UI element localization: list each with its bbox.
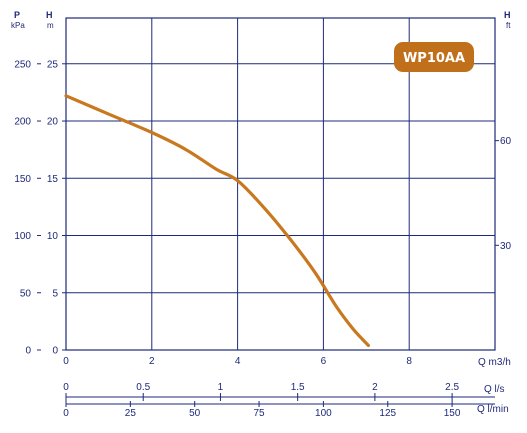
flow-ls-tick-label: 2.5	[445, 382, 459, 393]
flow-m3h-tick-label: 6	[321, 356, 327, 367]
flow-lmin-axis: 0 25 50 75 100 125 150	[63, 401, 495, 419]
flow-ls-tick-label: 1	[218, 382, 224, 393]
flow-lmin-tick-label: 100	[315, 408, 332, 419]
flow-m3h-tick-label: 2	[149, 356, 155, 367]
pressure-tick-label: 200	[14, 117, 31, 128]
curve-layer	[64, 94, 370, 347]
head-ft-axis-unit: ft	[506, 21, 511, 30]
plot-frame	[65, 17, 496, 351]
head-ft-tick-label: 30	[500, 241, 512, 252]
flow-m3h-tick-label: 0	[63, 356, 69, 367]
pressure-axis-symbol: P	[14, 10, 20, 20]
pressure-axis-ticks: 0 50 100 150 200 250	[14, 59, 41, 357]
flow-m3h-axis-label: Q m3/h	[478, 357, 511, 368]
head-m-tick-label: 15	[47, 174, 59, 185]
head-m-axis-unit: m	[47, 21, 54, 30]
head-m-tick-label: 20	[47, 117, 59, 128]
flow-ls-axis: 0 0.5 1 1.5 2 2.5	[63, 382, 495, 401]
head-ft-axis-symbol: H	[504, 10, 511, 20]
flow-lmin-tick-label: 125	[379, 408, 396, 419]
flow-ls-tick-label: 1.5	[291, 382, 305, 393]
head-m-tick-label: 5	[52, 288, 58, 299]
flow-ls-tick-label: 2	[372, 382, 378, 393]
flow-lmin-tick-label: 150	[444, 408, 461, 419]
head-m-tick-label: 25	[47, 59, 59, 70]
pressure-tick-label: 250	[14, 59, 31, 70]
head-m-tick-label: 0	[52, 346, 58, 357]
flow-lmin-tick-label: 50	[189, 408, 201, 419]
pump-curve-line	[64, 94, 370, 347]
flow-lmin-axis-label: Q l/min	[477, 404, 509, 415]
model-badge-background	[394, 42, 474, 72]
flow-lmin-tick-label: 0	[63, 408, 69, 419]
flow-ls-axis-label: Q l/s	[484, 384, 505, 395]
pressure-axis-unit: kPa	[11, 21, 25, 30]
model-badge: WP10AA	[394, 42, 474, 72]
pressure-tick-label: 50	[20, 288, 32, 299]
flow-m3h-tick-label: 4	[235, 356, 241, 367]
pressure-tick-label: 150	[14, 174, 31, 185]
flow-ls-tick-label: 0.5	[136, 382, 150, 393]
pressure-tick-label: 0	[25, 346, 31, 357]
head-m-axis-symbol: H	[46, 10, 53, 20]
head-ft-tick-label: 60	[500, 136, 512, 147]
flow-lmin-tick-label: 25	[125, 408, 137, 419]
head-m-tick-label: 10	[47, 231, 59, 242]
flow-m3h-axis-ticks: 0 2 4 6 8	[63, 356, 412, 367]
flow-m3h-tick-label: 8	[406, 356, 412, 367]
head-ft-axis-ticks: 30 60	[495, 136, 512, 252]
head-m-axis-ticks: 0 5 10 15 20 25	[47, 59, 66, 357]
flow-ls-tick-label: 0	[63, 382, 69, 393]
pressure-tick-label: 100	[14, 231, 31, 242]
model-badge-label: WP10AA	[403, 51, 465, 66]
flow-lmin-tick-label: 75	[253, 408, 265, 419]
